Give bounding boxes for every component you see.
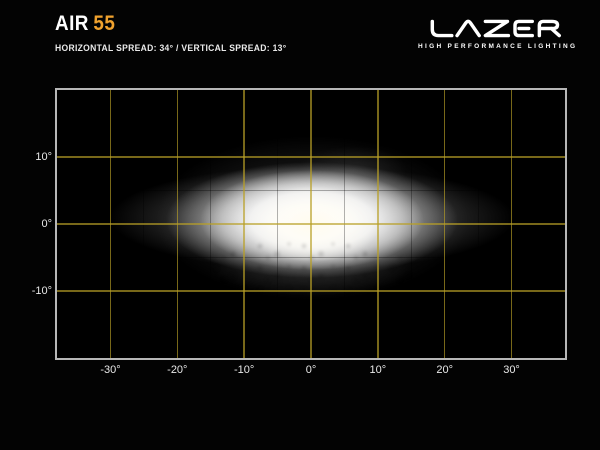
brand-logo: HIGH PERFORMANCE LIGHTING (418, 17, 578, 50)
y-tick-label: 10° (35, 151, 52, 163)
x-tick-label: -30° (100, 364, 121, 376)
y-tick-label: -10° (31, 285, 52, 297)
major-grid (57, 90, 565, 358)
lazer-wordmark-icon (430, 19, 561, 38)
x-tick-label: 20° (436, 364, 453, 376)
x-tick-label: -20° (167, 364, 188, 376)
x-tick-label: 10° (369, 364, 387, 376)
plot-area (55, 88, 567, 360)
major-gridline-h (57, 290, 565, 292)
header: AIR 55 HORIZONTAL SPREAD: 34° / VERTICAL … (55, 12, 286, 54)
x-tick-label: 30° (503, 364, 520, 376)
beam-speckle-texture (209, 240, 415, 294)
x-tick-label: -10° (234, 364, 255, 376)
y-tick-label: 0° (41, 218, 52, 230)
product-title: AIR 55 (55, 12, 286, 36)
brand-tagline: HIGH PERFORMANCE LIGHTING (418, 43, 578, 50)
x-tick-label: 0° (305, 364, 317, 376)
product-name: AIR (55, 12, 89, 35)
product-number: 55 (93, 12, 116, 35)
major-gridline-h (57, 223, 565, 225)
spread-subtitle: HORIZONTAL SPREAD: 34° / VERTICAL SPREAD… (55, 43, 287, 54)
major-gridline-h (57, 156, 565, 158)
